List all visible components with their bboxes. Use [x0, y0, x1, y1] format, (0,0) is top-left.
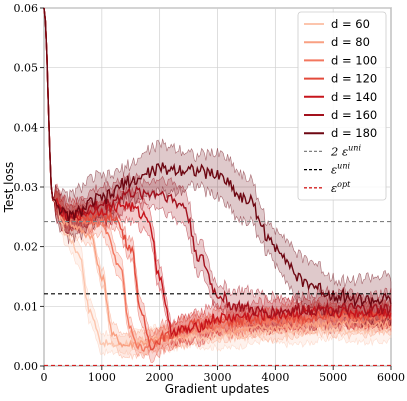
- legend-label-3: d = 120: [331, 72, 377, 86]
- reference-lines: [44, 221, 391, 366]
- y-tick-label-0: 0.00: [14, 360, 39, 373]
- x-tick-label-1: 1000: [88, 371, 116, 384]
- y-tick-label-2: 0.02: [14, 241, 39, 254]
- y-tick-label-4: 0.04: [14, 121, 39, 134]
- y-tick-label-6: 0.06: [14, 2, 39, 15]
- legend-label-6: d = 180: [331, 126, 377, 140]
- series-line-4: [43, 7, 392, 339]
- legend-label-5: d = 160: [331, 108, 377, 122]
- series-line-1: [43, 7, 392, 350]
- x-tick-label-4: 4000: [261, 371, 289, 384]
- x-axis-label: Gradient updates: [165, 382, 270, 396]
- legend-label-1: d = 80: [331, 35, 370, 49]
- series-lines: [43, 7, 392, 353]
- x-tick-label-5: 5000: [319, 371, 347, 384]
- legend-box: [297, 11, 387, 201]
- x-tick-label-3: 3000: [204, 371, 232, 384]
- x-tick-label-6: 6000: [377, 371, 405, 384]
- y-tick-label-1: 0.01: [14, 300, 39, 313]
- y-tick-label-3: 0.03: [14, 181, 39, 194]
- y-axis-ticks: 0.00 0.01 0.02 0.03 0.04 0.05 0.06: [14, 2, 44, 373]
- series-line-6: [43, 7, 392, 309]
- legend-label-0: d = 60: [331, 17, 370, 31]
- y-axis-label: Test loss: [2, 162, 16, 214]
- series-line-5: [43, 7, 392, 319]
- series-line-2: [43, 7, 392, 353]
- legend-label-2: d = 100: [331, 53, 377, 67]
- x-tick-label-0: 0: [41, 371, 48, 384]
- legend-label-4: d = 140: [331, 90, 377, 104]
- x-axis-ticks: 0 1000 2000 3000 4000 5000 6000: [41, 366, 405, 384]
- y-tick-label-5: 0.05: [14, 62, 39, 75]
- legend: d = 60 d = 80 d = 100 d = 120 d = 140 d = 160…: [297, 11, 387, 201]
- x-tick-label-2: 2000: [146, 371, 174, 384]
